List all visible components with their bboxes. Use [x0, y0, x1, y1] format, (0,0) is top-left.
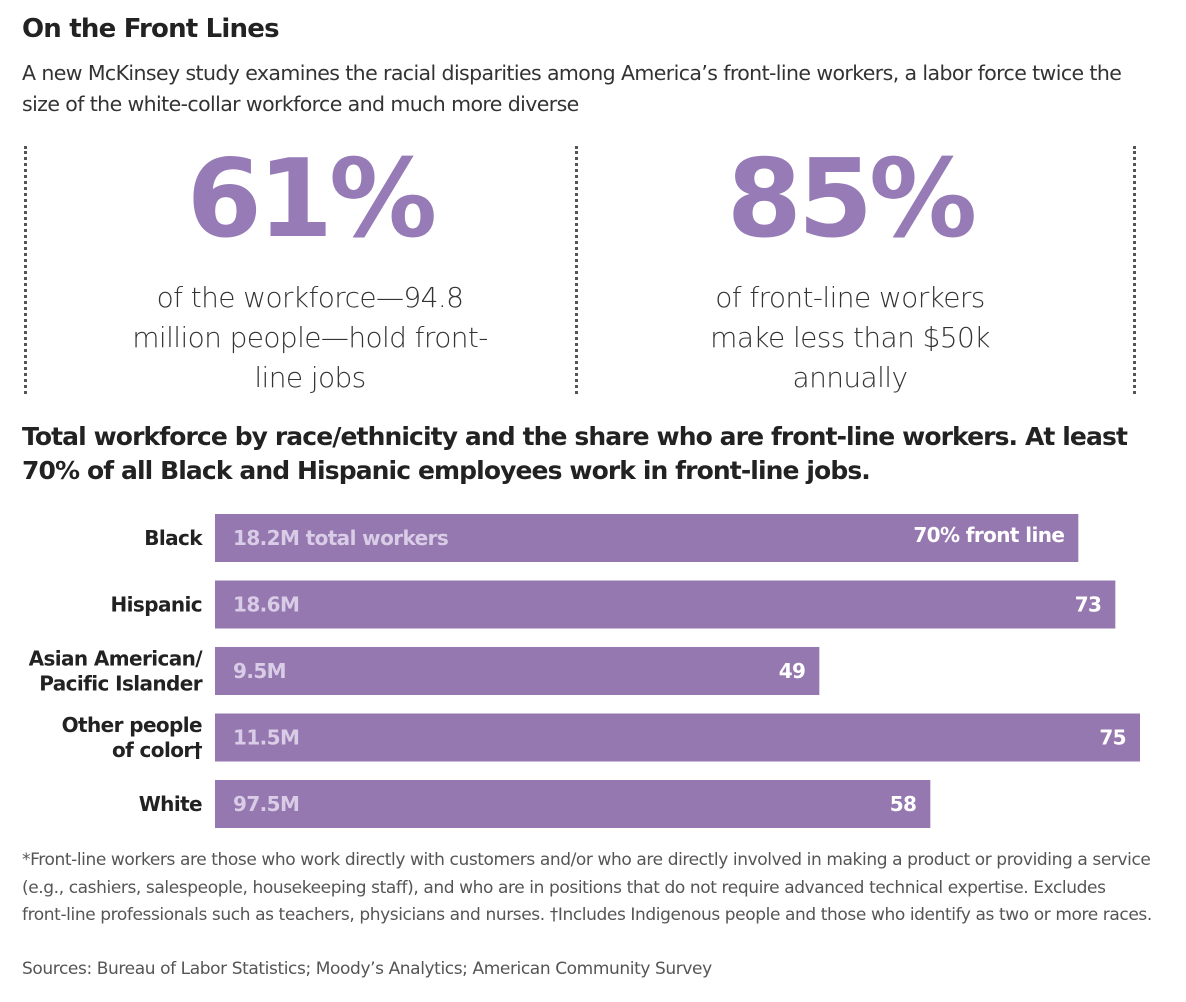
footnote: *Front-line workers are those who work d… [22, 850, 1152, 925]
total-workers-label: 9.5M [233, 659, 286, 683]
total-workers-label: 11.5M [233, 726, 299, 750]
bar-chart: Black 18.2M total workers 70% front line Hi… [29, 514, 1140, 828]
stat-value: 61% [186, 137, 438, 262]
stat-caption: of the workforce—94.8 million people—hol… [132, 281, 488, 394]
sources: Sources: Bureau of Labor Statistics; Moo… [22, 959, 712, 979]
divider-right [1133, 146, 1136, 394]
chart-subtitle: A new McKinsey study examines the racial… [22, 61, 1122, 116]
divider-middle [575, 146, 578, 394]
front-line-share-label: 70% front line [913, 523, 1064, 547]
category-label: Asian American/Pacific Islander [29, 647, 204, 696]
total-workers-label: 18.6M [233, 593, 299, 617]
stat-block-workforce: 61% of the workforce—94.8 million people… [40, 140, 580, 398]
front-line-share-label: 58 [890, 792, 917, 816]
chart-heading: Total workforce by race/ethnicity and th… [22, 422, 1128, 485]
bar [215, 713, 1140, 762]
front-line-share-label: 75 [1099, 726, 1126, 750]
category-label: Hispanic [111, 593, 202, 617]
category-label: Black [144, 526, 203, 550]
front-line-share-label: 73 [1075, 593, 1102, 617]
chart-title: On the Front Lines [22, 14, 280, 44]
front-line-share-label: 49 [779, 659, 806, 683]
category-label: Other people of color† [62, 713, 203, 762]
total-workers-label: 18.2M total workers [233, 526, 448, 550]
bar [215, 780, 931, 828]
stat-block-earnings: 85% of front-line workers make less than… [580, 140, 1120, 398]
category-label: White [139, 792, 202, 816]
total-workers-label: 97.5M [233, 792, 299, 816]
bar [215, 647, 820, 695]
bar [215, 514, 1079, 562]
stat-value: 85% [726, 137, 978, 262]
divider-left [24, 146, 27, 394]
stat-caption: of front-line workers make less than $50… [710, 281, 990, 394]
bar [215, 580, 1116, 629]
